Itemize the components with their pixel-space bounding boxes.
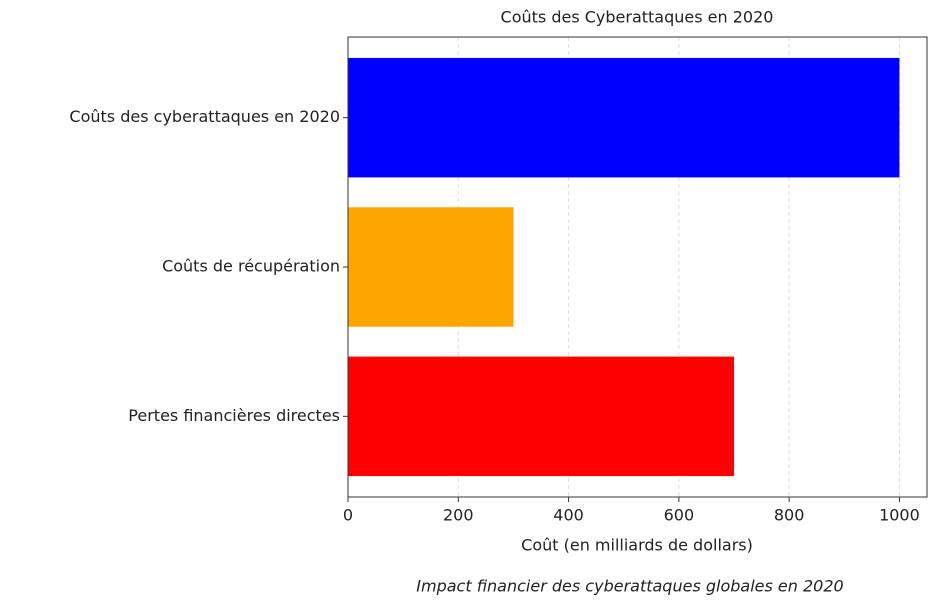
y-tick-label: Coûts de récupération (162, 257, 340, 276)
caption: Impact financier des cyberattaques globa… (416, 577, 843, 596)
y-tick-label: Coûts des cyberattaques en 2020 (69, 107, 340, 126)
x-tick-label: 800 (774, 506, 805, 525)
y-tick-label: Pertes financières directes (128, 406, 340, 425)
plot-frame (347, 36, 928, 498)
x-tick-label: 400 (553, 506, 584, 525)
x-tick-label: 1000 (879, 506, 920, 525)
bar (348, 356, 734, 477)
bar (348, 57, 900, 178)
x-axis-label: Coût (en milliards de dollars) (521, 536, 753, 555)
x-tick-label: 200 (443, 506, 474, 525)
bar (348, 207, 514, 327)
chart-title: Coûts des Cyberattaques en 2020 (501, 8, 774, 27)
x-tick-label: 0 (343, 506, 353, 525)
x-tick-label: 600 (664, 506, 695, 525)
